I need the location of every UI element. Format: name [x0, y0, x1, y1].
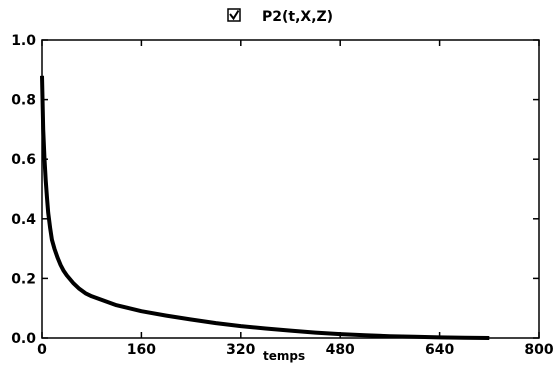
x-tick-label: 160	[127, 342, 156, 358]
y-tick-label: 0.6	[11, 152, 36, 168]
series-line	[40, 75, 490, 340]
y-axis: 0.0 0.2 0.4 0.6 0.8 1.0	[11, 33, 539, 347]
y-tick-label: 0.8	[11, 93, 36, 109]
legend: P2(t,X,Z)	[227, 8, 333, 25]
x-tick-label: 640	[425, 342, 454, 358]
x-tick-label: 320	[226, 342, 255, 358]
x-axis-label: temps	[263, 349, 305, 363]
x-axis: 0 160 320 480 640 800	[37, 40, 554, 358]
x-tick-label: 800	[524, 342, 553, 358]
legend-entry: P2(t,X,Z)	[262, 9, 333, 25]
y-tick-label: 0.0	[11, 331, 36, 347]
y-tick-label: 1.0	[11, 33, 36, 49]
plot-frame	[41, 39, 540, 339]
check-icon	[229, 9, 240, 21]
series-layer	[40, 75, 490, 340]
y-tick-label: 0.2	[11, 271, 36, 287]
x-tick-label: 0	[37, 342, 47, 358]
y-tick-label: 0.4	[11, 212, 36, 228]
x-tick-label: 480	[326, 342, 355, 358]
